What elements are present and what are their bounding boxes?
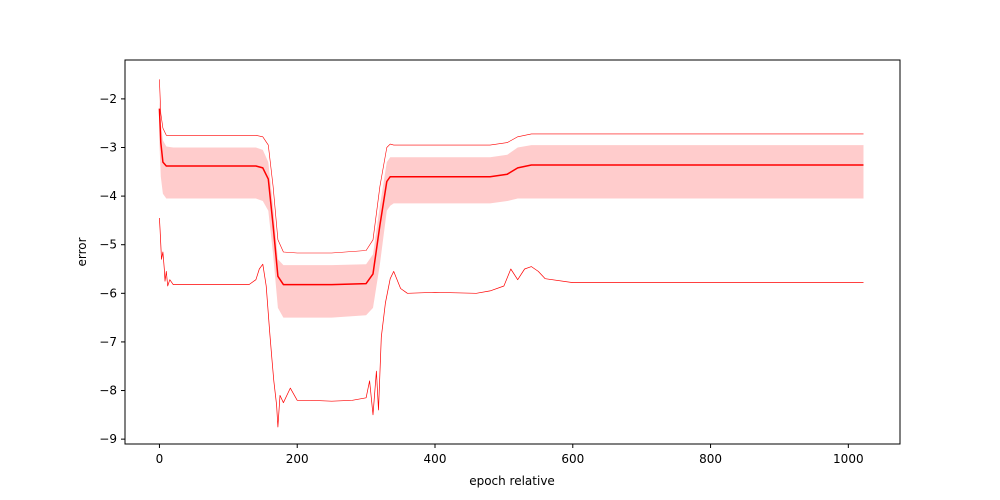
y-tick-label: −7: [99, 335, 117, 349]
x-tick-label: 600: [561, 452, 584, 466]
x-tick-label: 200: [286, 452, 309, 466]
y-tick-label: −9: [99, 432, 117, 446]
y-tick-label: −4: [99, 189, 117, 203]
y-axis-label: error: [75, 237, 89, 266]
plot-frame: [124, 59, 901, 445]
std-band: [159, 94, 864, 318]
x-tick-label: 800: [699, 452, 722, 466]
x-axis-label: epoch relative: [469, 474, 555, 488]
y-tick-label: −8: [99, 384, 117, 398]
mean-series-line: [158, 108, 864, 286]
x-tick-label: 400: [424, 452, 447, 466]
x-tick-label: 0: [156, 452, 164, 466]
upper-series-line: [159, 79, 864, 254]
lower-series-line: [159, 217, 864, 428]
y-tick-label: −5: [99, 238, 117, 252]
series-lines-layer: [158, 79, 864, 428]
std-band-layer: [159, 94, 864, 318]
y-axis: −9 −8 −7 −6 −5 −4 −3 −2: [99, 92, 125, 446]
y-tick-label: −2: [99, 92, 117, 106]
x-tick-label: 1000: [833, 452, 864, 466]
x-axis: 0 200 400 600 800 1000: [156, 444, 864, 466]
y-tick-label: −3: [99, 140, 117, 154]
y-tick-label: −6: [99, 286, 117, 300]
